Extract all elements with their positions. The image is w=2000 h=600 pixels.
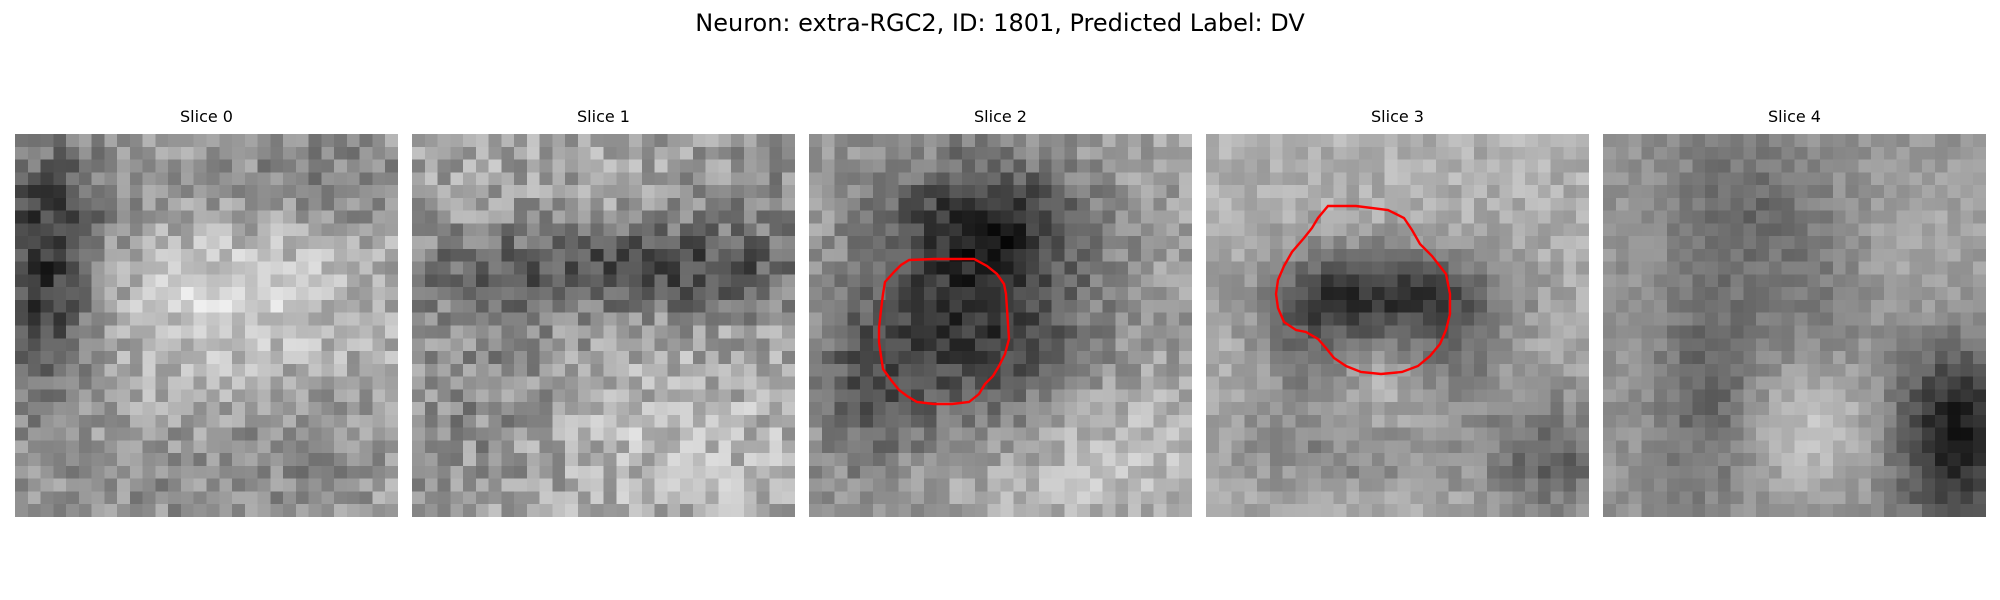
slice-panel-1: Slice 1 <box>412 107 795 517</box>
slice-title-0: Slice 0 <box>180 107 233 126</box>
slice-image-2 <box>809 134 1192 517</box>
slice-panel-0: Slice 0 <box>15 107 398 517</box>
slice-image-3 <box>1206 134 1589 517</box>
slice-panel-3: Slice 3 <box>1206 107 1589 517</box>
slice-title-1: Slice 1 <box>577 107 630 126</box>
slice-title-4: Slice 4 <box>1768 107 1821 126</box>
slice-panel-2: Slice 2 <box>809 107 1192 517</box>
slice-image-1 <box>412 134 795 517</box>
slice-image-4 <box>1603 134 1986 517</box>
slice-title-2: Slice 2 <box>974 107 1027 126</box>
slice-panel-4: Slice 4 <box>1603 107 1986 517</box>
slice-image-0 <box>15 134 398 517</box>
slice-title-3: Slice 3 <box>1371 107 1424 126</box>
figure-title: Neuron: extra-RGC2, ID: 1801, Predicted … <box>695 9 1305 37</box>
